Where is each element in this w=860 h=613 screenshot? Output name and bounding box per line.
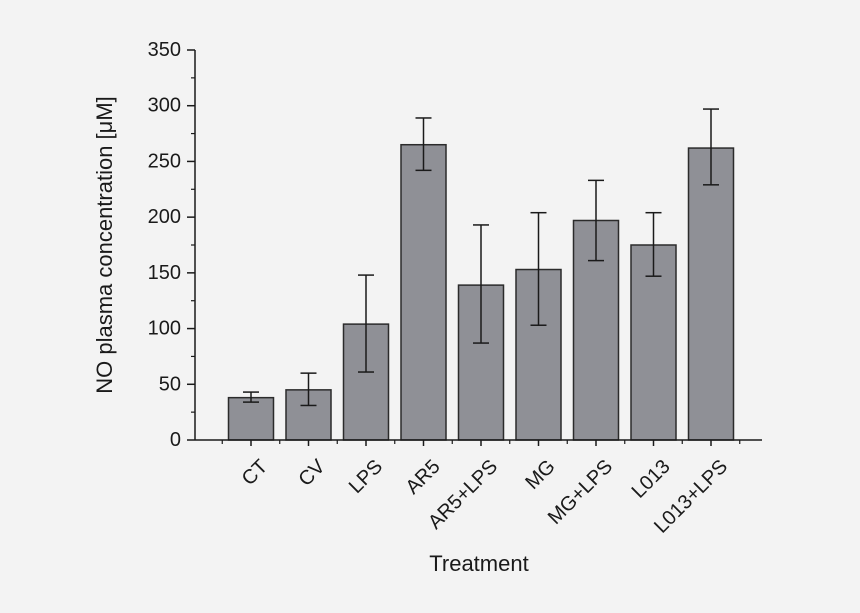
- x-axis-title: Treatment: [429, 551, 528, 576]
- error-bar-lps: [358, 274, 374, 373]
- x-tick-label: AR5: [402, 456, 445, 499]
- y-tick-label: 0: [170, 429, 181, 451]
- bar-l013-lps: [687, 147, 735, 441]
- bar-ar5: [400, 143, 447, 441]
- y-tick-label: 50: [159, 373, 181, 395]
- error-bar-ct: [243, 391, 259, 403]
- x-tick-label: LPS: [345, 456, 387, 498]
- y-tick-label: 100: [148, 318, 181, 340]
- y-tick-label: 300: [148, 95, 181, 117]
- x-tick-label: MG: [521, 456, 559, 494]
- x-tick-label: L013: [628, 456, 675, 503]
- error-bar-mg: [530, 211, 547, 326]
- error-bar-l013: [645, 211, 662, 277]
- error-bars-layer: [243, 108, 719, 407]
- y-tick-label: 150: [148, 262, 181, 284]
- x-tick-label: CV: [294, 455, 330, 491]
- y-tick-label: 350: [148, 39, 181, 61]
- y-tick-label: 200: [148, 206, 181, 228]
- error-bar-ar5: [415, 117, 432, 172]
- error-bar-cv: [300, 372, 317, 407]
- error-bar-mg-lps: [588, 179, 604, 262]
- error-bar-ar5-lps: [473, 224, 489, 344]
- error-bar-l013-lps: [703, 108, 719, 186]
- y-ticks: 0 50 100 150 200 250 300 350: [148, 39, 195, 451]
- x-tick-label: CT: [238, 456, 272, 490]
- y-axis-title: NO plasma concentration [μM]: [92, 96, 117, 394]
- bar-l013: [630, 244, 677, 441]
- bar-ct: [227, 396, 275, 441]
- y-tick-label: 250: [148, 150, 181, 172]
